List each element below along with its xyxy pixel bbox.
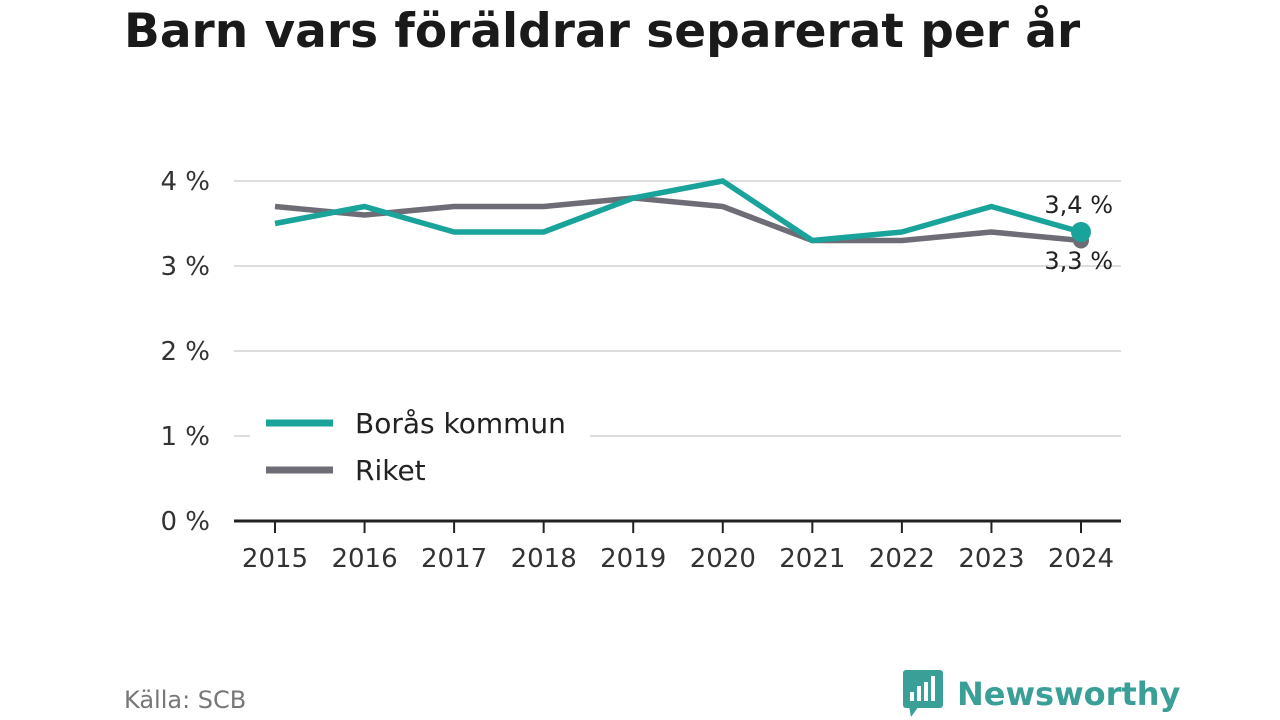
x-tick-label: 2017 [421, 544, 487, 574]
x-tick-label: 2021 [779, 544, 845, 574]
y-tick-label: 1 % [160, 422, 210, 452]
series-line-1 [274, 195, 1082, 244]
y-tick-label: 0 % [160, 507, 210, 537]
brand-name: Newsworthy [957, 675, 1181, 713]
x-axis: 2015 2016 2017 2018 2019 2020 2021 2022 2023 2024 [234, 519, 1121, 574]
bar-chart-speech-bubble-icon [903, 670, 943, 717]
newsworthy-logo: Newsworthy [903, 670, 1180, 718]
legend-label-0: Borås kommun [355, 407, 566, 440]
legend-background [250, 398, 590, 498]
chart-title: Barn vars föräldrar separerat per år [124, 4, 1081, 59]
y-tick-label: 4 % [160, 167, 210, 197]
x-tick-label: 2024 [1048, 544, 1114, 574]
y-tick-label: 3 % [160, 252, 210, 282]
series-end-label-1: 3,3 % [1044, 247, 1113, 275]
y-axis-tick-labels: 0 % 1 % 2 % 3 % 4 % [160, 167, 210, 537]
x-tick-label: 2020 [690, 544, 756, 574]
series-line-0 [274, 178, 1082, 244]
x-tick-label: 2023 [958, 544, 1024, 574]
legend-label-1: Riket [355, 454, 426, 487]
series-end-marker-0 [1071, 222, 1091, 242]
source-note: Källa: SCB [124, 686, 247, 714]
y-tick-label: 2 % [160, 337, 210, 367]
x-tick-label: 2018 [511, 544, 577, 574]
x-tick-label: 2019 [600, 544, 666, 574]
end-labels: 3,4 % 3,3 % [1044, 191, 1113, 275]
x-tick-label: 2016 [331, 544, 397, 574]
series-lines [274, 178, 1091, 249]
x-tick-label: 2015 [242, 544, 308, 574]
series-end-label-0: 3,4 % [1044, 191, 1113, 219]
legend: Borås kommun Riket [250, 398, 590, 498]
gridlines [234, 180, 1121, 437]
x-tick-label: 2022 [869, 544, 935, 574]
